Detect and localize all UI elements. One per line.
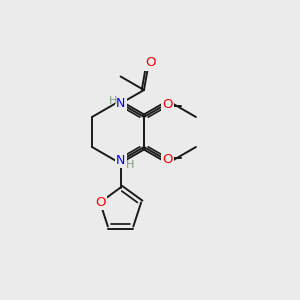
Text: O: O bbox=[145, 56, 155, 69]
Text: O: O bbox=[162, 98, 173, 111]
Text: H: H bbox=[108, 95, 117, 106]
Text: N: N bbox=[116, 154, 125, 167]
Text: O: O bbox=[95, 196, 105, 209]
Text: H: H bbox=[125, 160, 134, 170]
Text: N: N bbox=[116, 97, 125, 110]
Text: O: O bbox=[162, 153, 173, 166]
